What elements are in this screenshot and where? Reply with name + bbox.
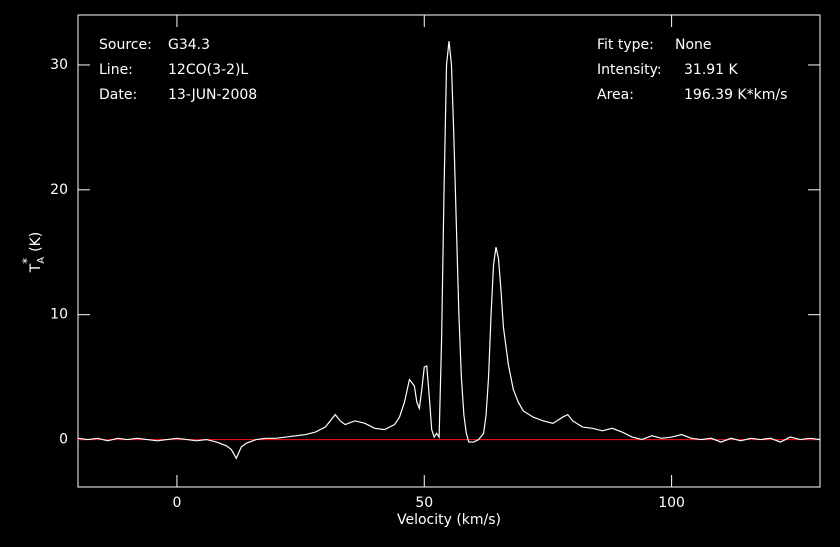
x-tick-label: 0 bbox=[172, 495, 181, 511]
info-value: G34.3 bbox=[168, 37, 210, 53]
y-label-unit: (K) bbox=[28, 232, 44, 252]
info-label: Area: bbox=[597, 87, 634, 103]
info-value: 12CO(3-2)L bbox=[168, 62, 248, 78]
info-label: Intensity: bbox=[597, 62, 662, 78]
y-tick-label: 0 bbox=[59, 432, 68, 448]
y-axis-label: TA* (K) bbox=[20, 232, 48, 274]
info-value: 196.39 K*km/s bbox=[684, 87, 787, 103]
y-tick-label: 30 bbox=[50, 57, 68, 73]
x-tick-label: 50 bbox=[415, 495, 433, 511]
info-label: Source: bbox=[99, 37, 152, 53]
y-tick-label: 10 bbox=[50, 307, 68, 323]
y-label-sup: * bbox=[20, 258, 34, 264]
info-label: Date: bbox=[99, 87, 137, 103]
info-label: Fit type: bbox=[597, 37, 654, 53]
info-label: Line: bbox=[99, 62, 133, 78]
info-value: 13-JUN-2008 bbox=[168, 87, 257, 103]
spectrum-line bbox=[77, 41, 821, 460]
x-tick-label: 100 bbox=[658, 495, 685, 511]
x-axis-label: Velocity (km/s) bbox=[397, 512, 501, 528]
y-tick-label: 20 bbox=[50, 182, 68, 198]
info-value: 31.91 K bbox=[684, 62, 739, 78]
y-label-main: T bbox=[28, 263, 44, 273]
y-label-sub: A bbox=[36, 257, 47, 264]
info-value: None bbox=[675, 37, 712, 53]
plot-frame bbox=[77, 14, 821, 488]
